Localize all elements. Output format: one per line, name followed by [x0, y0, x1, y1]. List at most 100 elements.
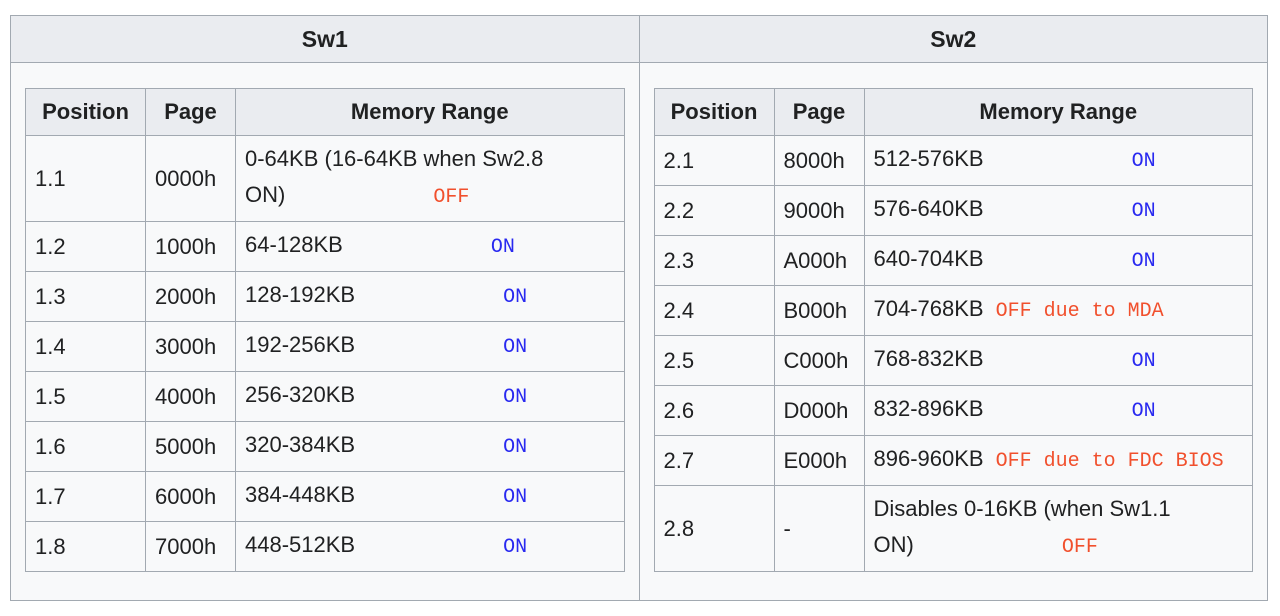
memory-range-cell: 256-320KB ON: [235, 371, 625, 422]
memory-range-cell: Disables 0-16KB (when Sw1.1 ON) OFF: [863, 485, 1253, 572]
memory-range-cell: 896-960KB OFF due to FDC BIOS: [863, 435, 1253, 486]
memory-range-text-end: 320-384KB: [245, 432, 356, 457]
memory-range-text-end: 768-832KB: [873, 346, 984, 371]
memory-range-text-end: 640-704KB: [873, 246, 984, 271]
switch-status: ON: [503, 386, 528, 409]
table-row: 1.3 2000h 128-192KB ON: [25, 271, 625, 322]
memory-range-text-end: 512-576KB: [873, 146, 984, 171]
table-row: 2.2 9000h 576-640KB ON: [653, 185, 1253, 236]
position-cell: 1.1: [25, 135, 146, 222]
page-cell: 0000h: [145, 135, 236, 222]
table-row: 1.5 4000h 256-320KB ON: [25, 371, 625, 422]
table-row: 2.8 - Disables 0-16KB (when Sw1.1 ON) OFF: [653, 485, 1253, 572]
column-header-page: Page: [145, 88, 236, 136]
switch-status: OFF due to MDA: [995, 300, 1164, 323]
memory-range-text-end: 256-320KB: [245, 382, 356, 407]
memory-range-cell: 384-448KB ON: [235, 471, 625, 522]
memory-range-cell: 192-256KB ON: [235, 321, 625, 372]
table-row: 1.6 5000h 320-384KB ON: [25, 421, 625, 472]
memory-range-text-end: ON): [873, 532, 914, 557]
position-cell: 2.8: [653, 485, 775, 572]
memory-range-cell: 0-64KB (16-64KB when Sw2.8 ON) OFF: [235, 135, 625, 222]
position-cell: 1.6: [25, 421, 146, 472]
memory-range-text-end: 448-512KB: [245, 532, 356, 557]
switch-status: ON: [1131, 200, 1156, 223]
memory-range-text-end: 64-128KB: [245, 232, 343, 257]
switch-status: ON: [503, 536, 528, 559]
panel-body-row: Position Page Memory Range 1.1 0000h 0-6…: [10, 62, 1268, 601]
table-row: 2.4 B000h 704-768KB OFF due to MDA: [653, 285, 1253, 336]
memory-range-text-end: 128-192KB: [245, 282, 356, 307]
column-header-page: Page: [773, 88, 865, 136]
memory-range-cell: 320-384KB ON: [235, 421, 625, 472]
switch-status: ON: [503, 436, 528, 459]
memory-range-text-end: 704-768KB: [873, 296, 984, 321]
position-cell: 2.6: [653, 385, 775, 436]
table-row: 2.3 A000h 640-704KB ON: [653, 235, 1253, 286]
position-cell: 2.5: [653, 335, 775, 386]
panel-title-sw2: Sw2: [638, 15, 1268, 63]
switch-status: ON: [490, 236, 515, 259]
position-cell: 2.3: [653, 235, 775, 286]
position-cell: 1.5: [25, 371, 146, 422]
memory-range-cell: 448-512KB ON: [235, 521, 625, 572]
switch-status: ON: [503, 336, 528, 359]
column-header-memory-range: Memory Range: [235, 88, 625, 136]
switch-status: OFF: [433, 186, 470, 209]
memory-range-cell: 64-128KB ON: [235, 221, 625, 272]
memory-range-text-end: 384-448KB: [245, 482, 356, 507]
table-row: 2.6 D000h 832-896KB ON: [653, 385, 1253, 436]
memory-range-text-end: 192-256KB: [245, 332, 356, 357]
position-cell: 1.3: [25, 271, 146, 322]
memory-range-cell: 576-640KB ON: [863, 185, 1253, 236]
switch-status: ON: [1131, 350, 1156, 373]
memory-range-cell: 832-896KB ON: [863, 385, 1253, 436]
position-cell: 1.8: [25, 521, 146, 572]
page-cell: A000h: [773, 235, 865, 286]
switch-status: ON: [1131, 400, 1156, 423]
memory-range-text-end: 896-960KB: [873, 446, 984, 471]
panel-title-sw1: Sw1: [10, 15, 640, 63]
page-cell: 8000h: [773, 135, 865, 186]
column-header-position: Position: [653, 88, 775, 136]
table-row: 1.7 6000h 384-448KB ON: [25, 471, 625, 522]
memory-range-cell: 768-832KB ON: [863, 335, 1253, 386]
page-cell: 1000h: [145, 221, 236, 272]
switch-table: Position Page Memory Range 2.1 8000h 512…: [653, 88, 1253, 572]
column-header-row: Position Page Memory Range: [653, 88, 1253, 136]
table-row: 2.1 8000h 512-576KB ON: [653, 135, 1253, 186]
memory-range-cell: 512-576KB ON: [863, 135, 1253, 186]
page-cell: 6000h: [145, 471, 236, 522]
position-cell: 2.4: [653, 285, 775, 336]
position-cell: 2.2: [653, 185, 775, 236]
memory-range-text-end: 576-640KB: [873, 196, 984, 221]
switch-status: ON: [503, 486, 528, 509]
panel-sw2: Position Page Memory Range 2.1 8000h 512…: [638, 62, 1268, 601]
table-row: 1.2 1000h 64-128KB ON: [25, 221, 625, 272]
position-cell: 1.7: [25, 471, 146, 522]
position-cell: 2.1: [653, 135, 775, 186]
page-cell: D000h: [773, 385, 865, 436]
page-cell: 9000h: [773, 185, 865, 236]
page-cell: -: [773, 485, 865, 572]
page-cell: E000h: [773, 435, 865, 486]
column-header-memory-range: Memory Range: [863, 88, 1253, 136]
column-header-row: Position Page Memory Range: [25, 88, 625, 136]
switch-status: ON: [503, 286, 528, 309]
switch-status: OFF: [1061, 536, 1098, 559]
switch-settings-table: Sw1 Sw2 Position Page Memory Range 1.1: [10, 15, 1268, 601]
panel-sw1: Position Page Memory Range 1.1 0000h 0-6…: [10, 62, 640, 601]
memory-range-cell: 128-192KB ON: [235, 271, 625, 322]
position-cell: 1.2: [25, 221, 146, 272]
memory-range-text-end: ON): [245, 182, 286, 207]
switch-table: Position Page Memory Range 1.1 0000h 0-6…: [25, 88, 625, 572]
table-row: 2.7 E000h 896-960KB OFF due to FDC BIOS: [653, 435, 1253, 486]
position-cell: 2.7: [653, 435, 775, 486]
memory-range-text: Disables 0-16KB (when Sw1.1: [873, 496, 1171, 521]
page-cell: B000h: [773, 285, 865, 336]
table-row: 1.8 7000h 448-512KB ON: [25, 521, 625, 572]
switch-group-header-row: Sw1 Sw2: [10, 15, 1268, 63]
table-row: 2.5 C000h 768-832KB ON: [653, 335, 1253, 386]
table-row: 1.1 0000h 0-64KB (16-64KB when Sw2.8 ON)…: [25, 135, 625, 222]
page-cell: C000h: [773, 335, 865, 386]
